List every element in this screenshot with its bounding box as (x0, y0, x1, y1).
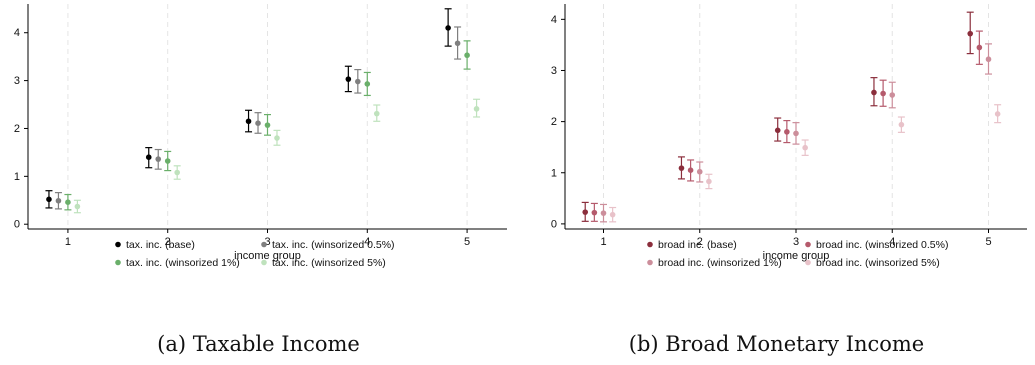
legend-marker (805, 259, 811, 266)
legend-label: broad inc. (winsorized 1%) (658, 257, 782, 269)
data-point (255, 120, 261, 127)
legend-label: broad inc. (base) (658, 239, 737, 251)
legend-marker (261, 241, 267, 248)
data-point (464, 52, 470, 59)
data-point (609, 211, 616, 218)
x-tick-label: 4 (889, 236, 895, 248)
data-point (174, 169, 180, 176)
legend-label: tax. inc. (winsorized 0.5%) (272, 239, 395, 251)
data-point (687, 167, 694, 173)
chart-caption: (a) Taxable Income (157, 332, 360, 356)
legend-marker (647, 241, 653, 248)
data-point (871, 89, 877, 96)
legend-label: tax. inc. (winsorized 1%) (126, 257, 240, 269)
x-tick-label: 5 (464, 236, 470, 248)
y-tick-label: 4 (14, 27, 20, 39)
x-axis-label: income group (234, 250, 301, 262)
y-tick-label: 1 (14, 171, 20, 183)
y-tick-label: 3 (551, 65, 557, 77)
data-point (74, 203, 81, 210)
data-point (880, 90, 886, 97)
x-tick-label: 2 (165, 236, 171, 248)
data-point (600, 210, 607, 216)
data-point (985, 56, 992, 63)
y-tick-label: 4 (551, 14, 557, 26)
data-point (274, 135, 280, 141)
data-point (696, 168, 703, 175)
data-point (364, 81, 371, 87)
x-tick-label: 3 (793, 236, 799, 248)
data-point (802, 144, 808, 151)
x-axis-label: income group (763, 250, 830, 262)
data-point (264, 122, 271, 128)
data-point (145, 154, 152, 160)
data-point (784, 129, 790, 135)
x-tick-label: 4 (364, 236, 370, 248)
legend-label: broad inc. (winsorized 0.5%) (816, 239, 948, 251)
y-tick-label: 2 (551, 116, 557, 128)
data-point (678, 165, 685, 171)
legend-label: broad inc. (winsorized 5%) (816, 257, 940, 269)
data-point (65, 199, 71, 205)
data-point (976, 44, 983, 51)
data-point (898, 121, 905, 128)
data-point (473, 106, 480, 112)
data-point (445, 25, 451, 31)
legend-marker (805, 241, 811, 248)
x-tick-label: 1 (65, 236, 71, 248)
y-tick-label: 1 (551, 167, 557, 179)
legend-marker (647, 259, 653, 266)
data-point (582, 209, 589, 215)
data-point (345, 76, 352, 82)
data-point (373, 110, 380, 117)
data-point (967, 30, 974, 37)
data-point (55, 197, 62, 204)
data-point (889, 92, 896, 98)
data-point (164, 158, 171, 164)
data-point (155, 156, 162, 162)
legend-marker (115, 259, 121, 266)
y-tick-label: 0 (551, 218, 557, 230)
chart-broad-monetary-income: 0 1 2 3 4 1 2 3 4 5 income group broad inc. (base) b… (551, 4, 1027, 269)
x-tick-label: 3 (264, 236, 270, 248)
panel-broad-monetary-income: 0 1 2 3 4 1 2 3 4 5 income group broad inc. (base) b… (518, 0, 1035, 365)
legend-label: tax. inc. (winsorized 5%) (272, 257, 386, 269)
x-tick-label: 2 (697, 236, 703, 248)
data-point (774, 127, 781, 134)
panel-taxable-income: 0 1 2 3 4 1 2 3 4 5 income group tax. inc. (base) ta… (0, 0, 517, 365)
y-tick-label: 2 (14, 123, 20, 135)
x-tick-label: 1 (600, 236, 606, 248)
data-point (46, 196, 52, 203)
x-tick-label: 5 (985, 236, 991, 248)
y-tick-label: 3 (14, 75, 20, 87)
data-point (994, 111, 1001, 117)
chart-taxable-income: 0 1 2 3 4 1 2 3 4 5 income group tax. inc. (base) ta… (14, 4, 507, 269)
legend-marker (115, 241, 121, 248)
legend-marker (261, 259, 267, 266)
data-point (706, 178, 712, 185)
y-tick-label: 0 (14, 219, 20, 231)
data-point (591, 209, 598, 216)
data-point (245, 118, 252, 125)
data-point (793, 130, 799, 137)
chart-caption: (b) Broad Monetary Income (628, 332, 925, 356)
data-point (454, 40, 461, 47)
legend-label: tax. inc. (base) (126, 239, 195, 251)
data-point (355, 78, 361, 85)
